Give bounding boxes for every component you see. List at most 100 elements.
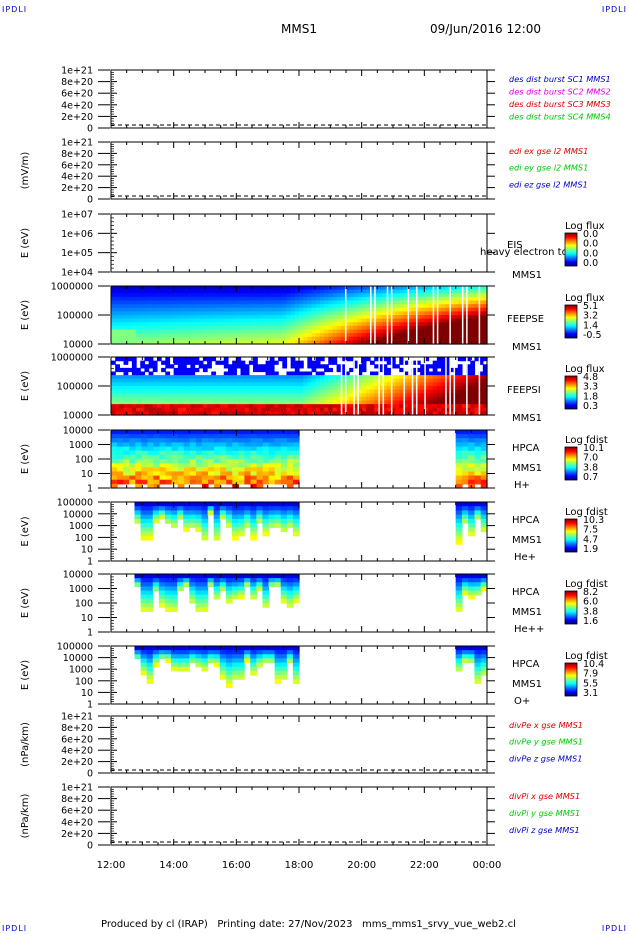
spectrogram-cell: [257, 393, 262, 398]
spectrogram-cell: [378, 400, 384, 405]
spectrogram-cell: [262, 654, 270, 660]
spectrogram-cell: [173, 375, 179, 380]
spectrogram-cell: [225, 506, 233, 512]
spectrogram-cell: [115, 333, 120, 338]
spectrogram-cell: [173, 400, 179, 405]
spectrogram-cell: [165, 304, 171, 309]
spectrogram-cell: [202, 296, 208, 302]
spectrogram-hpca_he2: [134, 574, 488, 612]
spectrogram-cell: [227, 293, 233, 298]
spectrogram-cell: [273, 375, 279, 380]
spectrogram-cell: [261, 411, 267, 416]
spectrogram-cell: [361, 411, 367, 416]
spectrogram-cell: [248, 340, 254, 345]
spectrogram-cell: [474, 304, 480, 309]
spectrogram-cell: [262, 523, 270, 528]
spectrogram-cell: [274, 502, 282, 507]
spectrogram-cell: [315, 407, 321, 412]
spectrogram-cell: [232, 407, 237, 412]
spectrogram-cell: [119, 404, 125, 409]
spectrogram-cell: [461, 438, 469, 444]
spectrogram-cell: [250, 459, 258, 464]
spectrogram-cell: [282, 315, 288, 320]
spectrogram-cell: [129, 446, 136, 452]
spectrogram-cell: [286, 304, 292, 309]
spectrogram-cell: [173, 360, 179, 365]
spectrogram-cell: [311, 411, 317, 416]
spectrogram-cell: [455, 454, 463, 460]
spectrogram-cell: [336, 286, 342, 291]
spectrogram-cell: [177, 389, 183, 394]
spectrogram-cell: [220, 459, 227, 464]
spectrogram-cell: [207, 289, 212, 294]
spectrogram-cell: [165, 475, 173, 481]
spectrogram-cell: [214, 454, 221, 460]
spectrogram-cell: [177, 502, 184, 507]
y-tick-label: 1000: [69, 440, 93, 451]
spectrogram-cell: [238, 502, 245, 507]
spectrogram-cell: [365, 289, 371, 294]
spectrogram-cell: [190, 393, 196, 398]
spectrogram-cell: [115, 336, 120, 341]
y-tick-label: 1e+21: [61, 66, 93, 77]
spectrogram-cell: [115, 386, 120, 391]
spectrogram-cell: [240, 318, 246, 323]
spectrogram-cell: [198, 360, 204, 365]
spectrogram-cell: [411, 289, 417, 294]
colorbar-title: Log flux: [565, 364, 605, 375]
spectrogram-cell: [261, 378, 267, 383]
spectrogram-cell: [140, 502, 148, 507]
spectrogram-cell: [457, 300, 463, 305]
data-gap-line: [436, 286, 439, 344]
spectrogram-cell: [134, 506, 142, 512]
spectrogram-cell: [336, 315, 342, 320]
spectrogram-cell: [353, 322, 359, 327]
spectrogram-cell: [223, 400, 229, 405]
spectrogram-cell: [215, 404, 221, 409]
spectrogram-cell: [111, 463, 118, 468]
spectrogram-cell: [131, 378, 137, 383]
spectrogram-cell: [201, 666, 209, 672]
spectrogram-cell: [303, 378, 308, 383]
spectrogram-cell: [307, 318, 313, 323]
spectrogram-cell: [470, 367, 476, 373]
spectrogram-cell: [183, 666, 190, 672]
spectrogram-cell: [169, 396, 175, 402]
spectrogram-cell: [156, 296, 162, 302]
spectrogram-cell: [461, 304, 467, 309]
spectrogram-cell: [361, 307, 367, 312]
spectrogram-cell: [219, 378, 225, 383]
spectrogram-cell: [171, 463, 179, 468]
spectrogram-cell: [353, 318, 359, 323]
spectrogram-cell: [214, 434, 221, 439]
spectrogram-cell: [480, 467, 488, 473]
spectrogram-cell: [353, 311, 359, 316]
spectrogram-cell: [231, 650, 239, 655]
x-tick-label: 22:00: [410, 860, 439, 871]
spectrogram-cell: [411, 329, 417, 334]
spectrogram-cell: [253, 286, 258, 291]
spectrogram-cell: [274, 430, 282, 435]
spectrogram-cell: [140, 375, 146, 380]
spectrogram-cell: [173, 315, 179, 320]
spectrogram-cell: [129, 463, 136, 468]
spectrogram-cell: [382, 386, 388, 391]
spectrogram-cell: [292, 463, 300, 468]
spectrogram-cell: [250, 454, 258, 460]
spectrogram-cell: [248, 375, 254, 380]
spectrogram-cell: [195, 586, 203, 592]
spectrogram-cell: [156, 400, 162, 405]
spectrogram-cell: [482, 357, 488, 362]
spectrogram-cell: [480, 514, 488, 520]
spectrogram-cell: [307, 325, 313, 331]
spectrogram-cell: [244, 650, 251, 655]
spectrogram-cell: [219, 578, 227, 583]
spectrogram-cell: [183, 650, 190, 655]
spectrogram-cell: [478, 411, 484, 416]
spectrogram-cell: [115, 340, 120, 345]
spectrogram-cell: [441, 322, 446, 327]
spectrogram-cell: [127, 336, 133, 341]
spectrogram-cell: [415, 322, 421, 327]
spectrogram-cell: [455, 475, 463, 481]
